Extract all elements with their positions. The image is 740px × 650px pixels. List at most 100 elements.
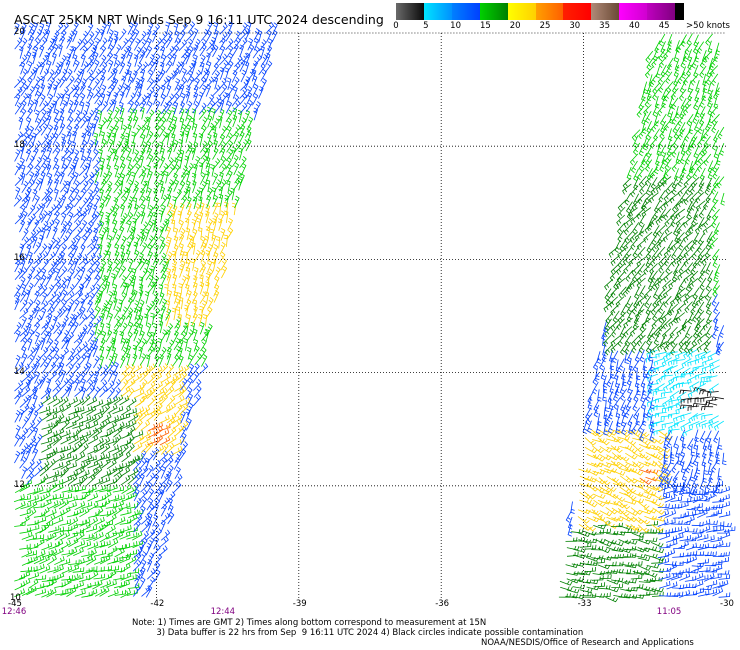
wind-barb (638, 143, 645, 157)
wind-barb (595, 367, 600, 381)
wind-barb (587, 396, 593, 410)
wind-barb (20, 22, 27, 36)
wind-barb (144, 291, 150, 304)
wind-barb (712, 285, 721, 298)
wind-barb (39, 37, 48, 49)
wind-barb (677, 174, 685, 187)
wind-barb (121, 451, 131, 463)
wind-barb (160, 260, 168, 274)
wind-barb (131, 171, 136, 185)
wind-barb (707, 160, 714, 174)
wind-barb (711, 564, 723, 573)
wind-barb (86, 194, 95, 207)
wind-barb (711, 396, 724, 401)
wind-barb (631, 583, 644, 589)
wind-barb (93, 132, 99, 146)
wind-barb (622, 373, 627, 387)
wind-barb (684, 288, 693, 300)
wind-barb (107, 235, 113, 248)
wind-barb (670, 214, 678, 228)
wind-barb (126, 425, 136, 437)
wind-barb (99, 260, 107, 273)
wind-barb (642, 358, 648, 372)
wind-barb (631, 532, 645, 538)
wind-barb (68, 252, 74, 266)
wind-barb (234, 171, 242, 184)
wind-barb (232, 62, 241, 75)
wind-barb (624, 231, 633, 244)
wind-barb (694, 89, 700, 103)
wind-barb (692, 483, 699, 497)
wind-barb (225, 100, 233, 114)
wind-barb (628, 207, 638, 218)
wind-barb (100, 364, 109, 377)
wind-barb (681, 435, 687, 449)
wind-barb (67, 412, 79, 422)
wind-barb (112, 446, 123, 456)
wind-barb (697, 270, 706, 283)
wind-barb (697, 533, 709, 541)
wind-barb (619, 325, 626, 339)
wind-barb (132, 197, 138, 210)
wind-barb (147, 537, 155, 550)
wind-barb (691, 214, 698, 227)
wind-barb (66, 180, 71, 194)
wind-barb (99, 61, 108, 74)
wind-barb (689, 381, 700, 391)
wind-barb (205, 69, 210, 83)
wind-barb (174, 30, 180, 44)
wind-barb (125, 574, 137, 582)
wind-barb (121, 282, 128, 295)
wind-barb (722, 452, 727, 466)
wind-barb (212, 158, 221, 171)
wind-barb (584, 566, 596, 573)
wind-barb (606, 530, 619, 536)
wind-barb (85, 524, 98, 533)
wind-barb (630, 491, 644, 498)
wind-barb (58, 44, 63, 57)
wind-barb (173, 227, 179, 241)
wind-barb (133, 38, 141, 51)
wind-barb (153, 156, 161, 169)
wind-barb (577, 532, 591, 537)
wind-barb (106, 507, 117, 517)
wind-barb (179, 243, 184, 256)
wind-barb (106, 148, 115, 160)
wind-barb (138, 299, 145, 313)
wind-barb (32, 386, 39, 399)
wind-barb (617, 454, 630, 462)
wind-barb (675, 208, 686, 220)
wind-barb (707, 351, 718, 361)
wind-barb (20, 363, 30, 375)
wind-barb (40, 307, 47, 321)
wind-barb (126, 397, 137, 408)
wind-barb (688, 278, 699, 290)
wind-barb (46, 378, 52, 391)
wind-barb (201, 354, 208, 367)
wind-barb (226, 227, 234, 240)
wind-barb (702, 319, 713, 331)
latitude-label: 16 (14, 253, 25, 264)
wind-barb (641, 318, 652, 329)
wind-barb (80, 197, 89, 210)
wind-barb (150, 265, 155, 279)
wind-barb (146, 465, 154, 478)
wind-barb (649, 414, 655, 427)
wind-barb (186, 314, 191, 327)
wind-barb (253, 37, 259, 51)
wind-barb (690, 136, 698, 149)
wind-barb (39, 284, 48, 297)
wind-barb (701, 254, 711, 266)
wind-barb (599, 486, 612, 494)
wind-barb (127, 321, 134, 335)
wind-barb (692, 402, 706, 408)
wind-barb (591, 429, 604, 438)
wind-barb (679, 191, 687, 204)
wind-barb (689, 191, 698, 204)
wind-barb (86, 171, 95, 184)
wind-barb (13, 22, 20, 36)
wind-barb (234, 195, 240, 209)
wind-barb (695, 383, 707, 393)
wind-barb (645, 182, 652, 196)
wind-barb (587, 391, 594, 404)
